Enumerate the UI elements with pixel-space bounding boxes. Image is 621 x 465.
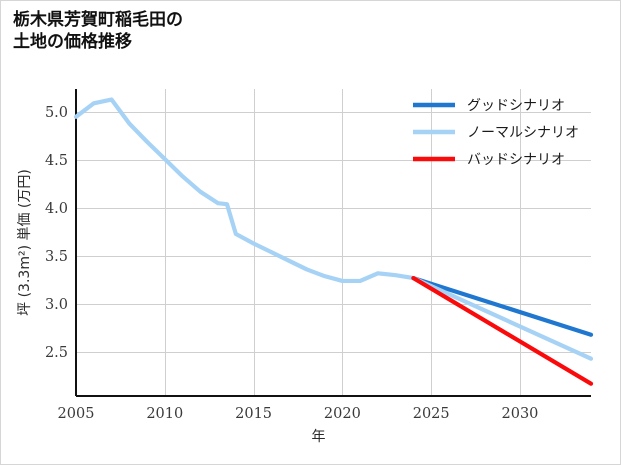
x-axis-title: 年 [312,429,326,445]
axis-titles-group: 年 坪 (3.3m²) 単価 (万円) [17,169,326,445]
x-tick-label: 2030 [502,406,539,422]
y-tick-label: 4.0 [45,201,68,217]
series-line-ノーマルシナリオ [411,275,594,361]
y-tick-label: 4.5 [45,153,68,169]
x-tick-label: 2005 [58,406,95,422]
legend-label-グッドシナリオ: グッドシナリオ [467,98,565,114]
x-tick-label: 2020 [324,406,361,422]
legend-label-バッドシナリオ: バッドシナリオ [467,152,565,168]
x-tick-label: 2025 [413,406,450,422]
series-line-バッドシナリオ [411,275,594,386]
x-tick-label: 2010 [146,406,183,422]
series-group [73,97,594,386]
x-tick-labels: 2005 2010 2015 2020 2025 2030 [58,406,539,422]
series-line-実績 [73,97,416,284]
y-tick-label: 5.0 [45,105,68,121]
axes-group [74,89,591,398]
page-title: 栃木県芳賀町稲毛田の 土地の価格推移 [13,10,183,53]
y-tick-label: 3.5 [45,249,68,265]
series-line-グッドシナリオ [411,275,594,337]
legend-label-ノーマルシナリオ: ノーマルシナリオ [467,125,579,141]
x-tick-label: 2015 [235,406,272,422]
y-axis-title: 坪 (3.3m²) 単価 (万円) [17,169,33,316]
y-tick-label: 3.0 [45,297,68,313]
y-tick-labels: 2.5 3.0 3.5 4.0 4.5 5.0 [45,105,68,361]
y-tick-label: 2.5 [45,345,68,361]
